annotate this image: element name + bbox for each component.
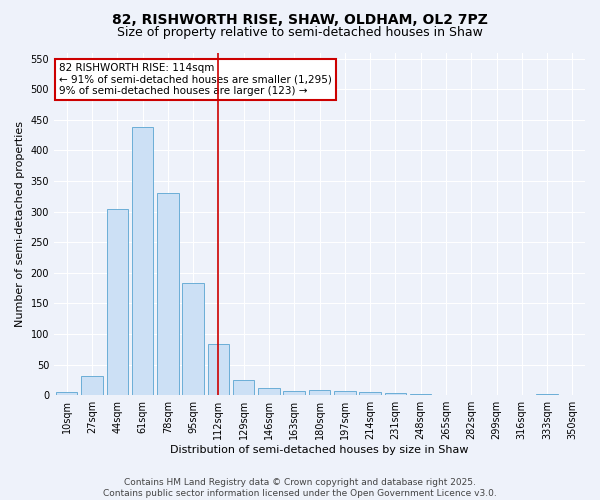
Bar xyxy=(334,391,356,395)
Bar xyxy=(132,127,153,395)
Bar xyxy=(410,394,431,395)
Bar xyxy=(309,390,330,395)
Y-axis label: Number of semi-detached properties: Number of semi-detached properties xyxy=(15,121,25,327)
Bar xyxy=(283,391,305,395)
Text: Size of property relative to semi-detached houses in Shaw: Size of property relative to semi-detach… xyxy=(117,26,483,39)
Bar xyxy=(56,392,77,395)
Bar xyxy=(385,394,406,395)
Bar xyxy=(157,194,179,395)
Bar xyxy=(435,394,457,395)
Text: 82, RISHWORTH RISE, SHAW, OLDHAM, OL2 7PZ: 82, RISHWORTH RISE, SHAW, OLDHAM, OL2 7P… xyxy=(112,12,488,26)
Text: Contains HM Land Registry data © Crown copyright and database right 2025.
Contai: Contains HM Land Registry data © Crown c… xyxy=(103,478,497,498)
Bar xyxy=(81,376,103,395)
Text: 82 RISHWORTH RISE: 114sqm
← 91% of semi-detached houses are smaller (1,295)
9% o: 82 RISHWORTH RISE: 114sqm ← 91% of semi-… xyxy=(59,63,332,96)
Bar xyxy=(233,380,254,395)
X-axis label: Distribution of semi-detached houses by size in Shaw: Distribution of semi-detached houses by … xyxy=(170,445,469,455)
Bar xyxy=(359,392,381,395)
Bar xyxy=(208,344,229,395)
Bar xyxy=(536,394,558,395)
Bar xyxy=(107,208,128,395)
Bar xyxy=(258,388,280,395)
Bar xyxy=(182,283,204,395)
